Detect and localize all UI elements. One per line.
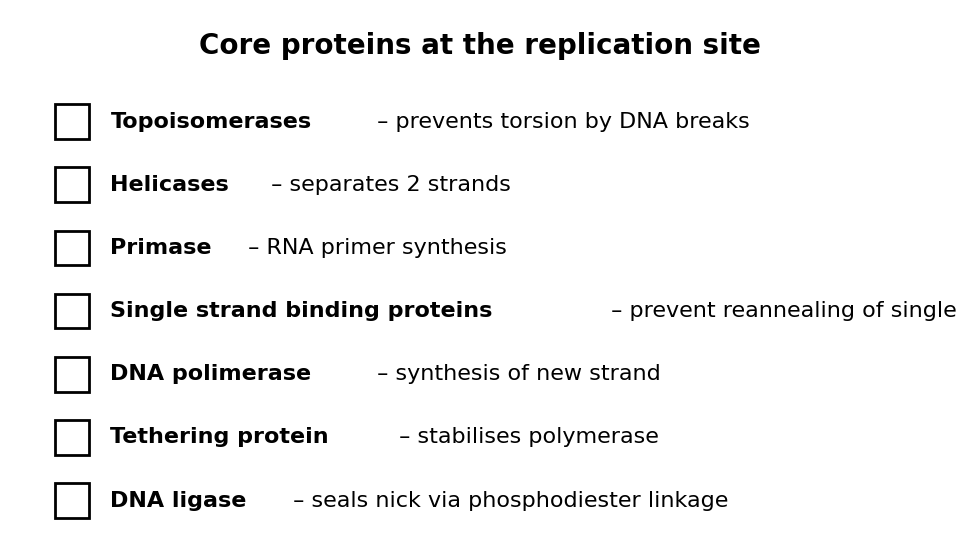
- Text: – separates 2 strands: – separates 2 strands: [264, 174, 511, 195]
- Text: – prevents torsion by DNA breaks: – prevents torsion by DNA breaks: [370, 111, 750, 132]
- Text: – seals nick via phosphodiester linkage: – seals nick via phosphodiester linkage: [286, 490, 729, 511]
- FancyBboxPatch shape: [55, 104, 89, 139]
- Text: Single strand binding proteins: Single strand binding proteins: [110, 301, 492, 321]
- FancyBboxPatch shape: [55, 420, 89, 455]
- FancyBboxPatch shape: [55, 483, 89, 518]
- FancyBboxPatch shape: [55, 357, 89, 392]
- Text: – stabilises polymerase: – stabilises polymerase: [393, 427, 660, 448]
- FancyBboxPatch shape: [55, 231, 89, 265]
- Text: Tethering protein: Tethering protein: [110, 427, 329, 448]
- Text: DNA ligase: DNA ligase: [110, 490, 247, 511]
- Text: – synthesis of new strand: – synthesis of new strand: [370, 364, 660, 384]
- Text: Primase: Primase: [110, 238, 212, 258]
- Text: Helicases: Helicases: [110, 174, 229, 195]
- Text: Core proteins at the replication site: Core proteins at the replication site: [199, 32, 761, 60]
- Text: Topoisomerases: Topoisomerases: [110, 111, 312, 132]
- FancyBboxPatch shape: [55, 167, 89, 202]
- FancyBboxPatch shape: [55, 294, 89, 328]
- Text: DNA polimerase: DNA polimerase: [110, 364, 312, 384]
- Text: – prevent reannealing of single strands: – prevent reannealing of single strands: [604, 301, 960, 321]
- Text: – RNA primer synthesis: – RNA primer synthesis: [241, 238, 507, 258]
